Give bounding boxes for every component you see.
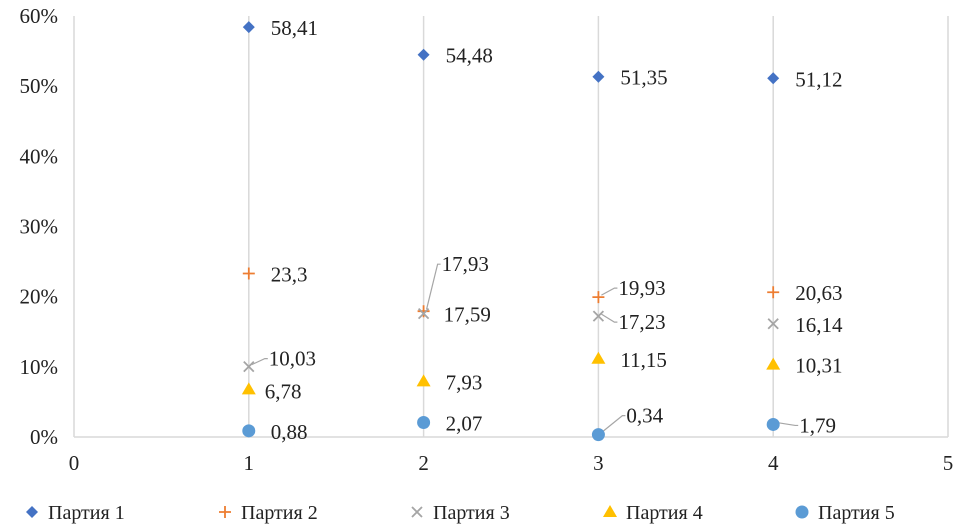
- x-tick-label: 3: [593, 451, 604, 475]
- grid-lines: [73, 16, 949, 438]
- data-label: 0,88: [271, 420, 308, 444]
- legend-item: Партия 1: [26, 502, 125, 524]
- y-tick-label: 40%: [20, 144, 59, 168]
- leader-line: [251, 358, 268, 366]
- leader-line: [601, 287, 618, 296]
- axis-tick-labels: 0 1 2 3 4 50%10%20%30%40%50%60%: [20, 4, 954, 475]
- data-label: 54,48: [446, 44, 493, 68]
- point-x: [417, 307, 430, 320]
- data-label: 6,78: [265, 379, 302, 403]
- point-diamond: [417, 48, 430, 61]
- label-leader-lines: [251, 263, 799, 434]
- legend-marker-x: [411, 506, 423, 518]
- data-label: 20,63: [795, 281, 842, 305]
- point-triangle: [241, 382, 256, 395]
- data-label: 17,93: [442, 252, 489, 276]
- point-plus: [592, 291, 605, 304]
- leader-line: [426, 263, 441, 310]
- legend-marker-triangle: [603, 505, 617, 517]
- x-tick-label: 5: [943, 451, 954, 475]
- legend-item: Партия 4: [603, 502, 703, 524]
- legend: Партия 1 Партия 2 Партия 3 Партия 4 Партия 5: [26, 502, 895, 524]
- point-diamond: [767, 72, 780, 85]
- data-label: 17,59: [444, 303, 491, 327]
- point-plus: [417, 305, 430, 318]
- legend-item: Партия 2: [219, 502, 318, 524]
- data-label: 11,15: [620, 348, 666, 372]
- legend-marker-circle: [795, 505, 809, 519]
- leader-line: [601, 415, 626, 434]
- legend-label: Партия 1: [48, 502, 125, 524]
- legend-marker-diamond: [26, 506, 38, 518]
- data-label: 1,79: [799, 413, 836, 437]
- legend-item: Партия 5: [795, 502, 895, 524]
- y-tick-label: 60%: [20, 4, 59, 28]
- legend-marker-plus: [219, 506, 231, 518]
- point-triangle: [416, 374, 431, 387]
- leader-line: [601, 313, 618, 323]
- point-diamond: [592, 70, 605, 83]
- point-circle: [766, 417, 780, 431]
- data-label: 19,93: [618, 276, 665, 300]
- legend-label: Партия 3: [433, 502, 510, 524]
- point-triangle: [591, 351, 606, 364]
- point-x: [243, 360, 255, 373]
- point-circle: [591, 428, 605, 442]
- data-label: 10,03: [269, 347, 316, 371]
- point-circle: [242, 424, 256, 438]
- data-labels: 58,41 54,48 51,35 51,12 23,3 17,93 19,93 20,63 1…: [265, 16, 843, 444]
- x-tick-label: 2: [418, 451, 429, 475]
- x-tick-label: 1: [244, 451, 255, 475]
- data-label: 51,35: [620, 66, 667, 90]
- point-x: [592, 310, 605, 322]
- data-points: [241, 21, 781, 442]
- data-label: 2,07: [446, 411, 483, 435]
- point-plus: [767, 286, 780, 299]
- data-label: 17,23: [618, 310, 665, 334]
- data-label: 58,41: [271, 16, 318, 40]
- legend-label: Партия 5: [818, 502, 895, 524]
- legend-label: Партия 4: [626, 502, 703, 524]
- legend-label: Партия 2: [241, 502, 318, 524]
- point-x: [767, 318, 779, 330]
- y-tick-label: 0%: [30, 425, 58, 449]
- leader-line: [776, 421, 799, 427]
- y-tick-label: 50%: [20, 74, 59, 98]
- data-label: 10,31: [795, 354, 842, 378]
- data-label: 0,34: [626, 404, 663, 428]
- data-label: 51,12: [795, 67, 842, 91]
- x-tick-label: 0: [69, 451, 80, 475]
- legend-item: Партия 3: [411, 502, 510, 524]
- data-label: 23,3: [271, 263, 308, 287]
- y-tick-label: 10%: [20, 355, 59, 379]
- y-tick-label: 20%: [20, 285, 59, 309]
- data-label: 16,14: [795, 313, 843, 337]
- point-triangle: [766, 357, 781, 370]
- point-diamond: [242, 21, 255, 34]
- point-circle: [417, 415, 431, 429]
- data-label: 7,93: [446, 370, 483, 394]
- x-tick-label: 4: [768, 451, 779, 475]
- point-plus: [242, 267, 255, 280]
- y-tick-label: 30%: [20, 215, 59, 239]
